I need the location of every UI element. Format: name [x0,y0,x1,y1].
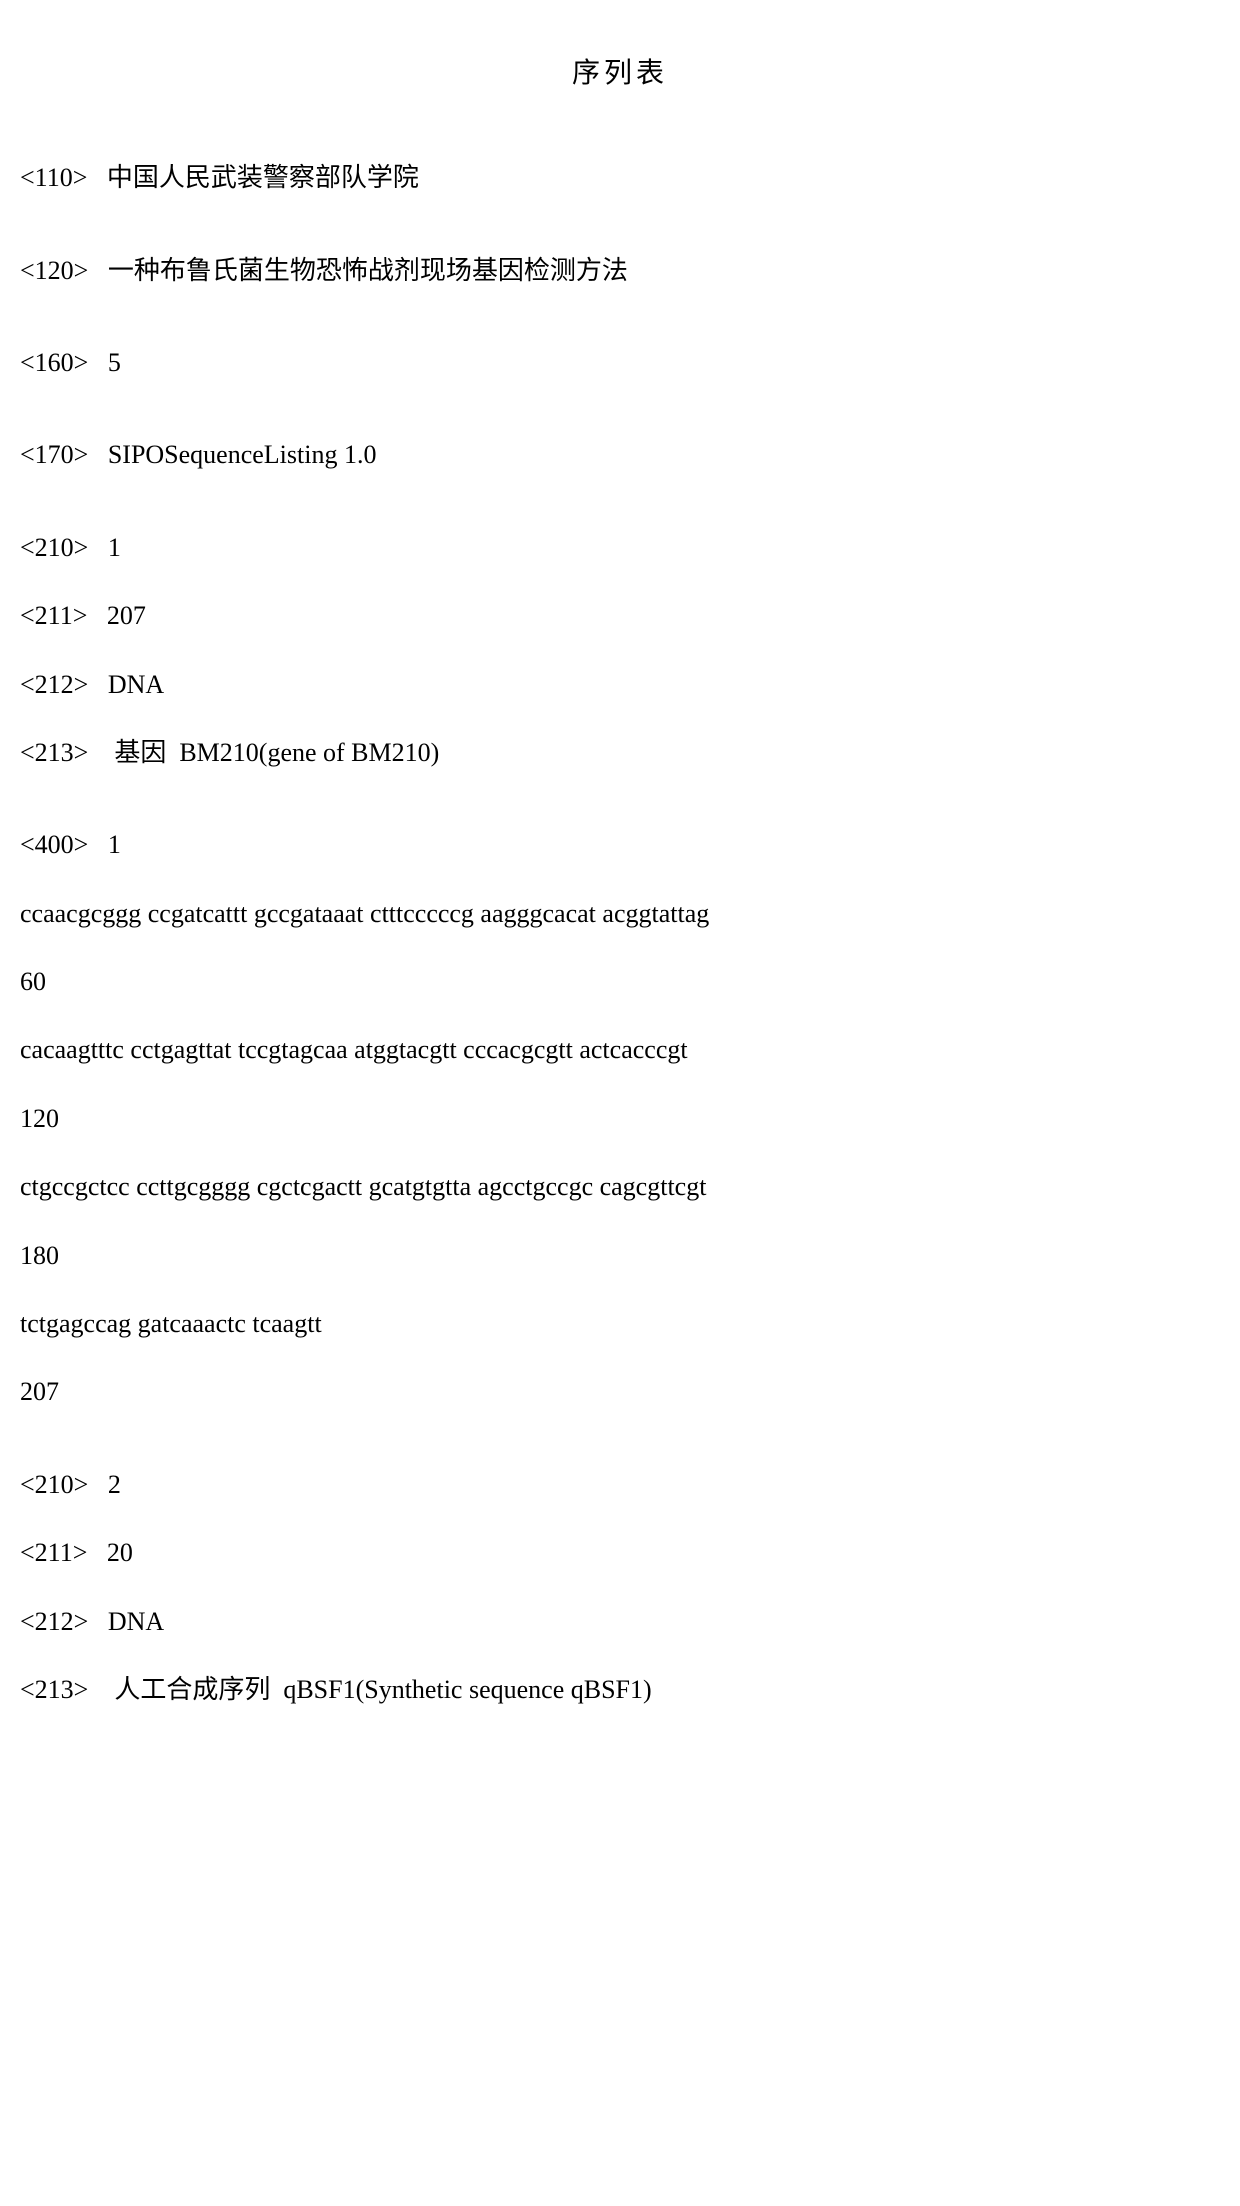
field-120-title: <120> 一种布鲁氏菌生物恐怖战剂现场基因检测方法 [20,240,1220,302]
page-title: 序列表 [20,40,1220,107]
seq1-line-1: ccaacgcggg ccgatcattt gccgataaat ctttccc… [20,883,1220,945]
seq1-pos-4: 207 [20,1361,1220,1423]
seq2-field-212: <212> DNA [20,1591,1220,1653]
field-170-software: <170> SIPOSequenceListing 1.0 [20,424,1220,486]
field-160-count: <160> 5 [20,332,1220,394]
seq1-field-212: <212> DNA [20,654,1220,716]
seq1-line-4: tctgagccag gatcaaactc tcaagtt [20,1293,1220,1355]
seq2-field-211: <211> 20 [20,1522,1220,1584]
seq1-field-400: <400> 1 [20,814,1220,876]
seq1-line-2: cacaagtttc cctgagttat tccgtagcaa atggtac… [20,1019,1220,1081]
seq1-pos-3: 180 [20,1225,1220,1287]
seq2-field-210: <210> 2 [20,1454,1220,1516]
seq1-field-210: <210> 1 [20,517,1220,579]
seq1-line-3: ctgccgctcc ccttgcgggg cgctcgactt gcatgtg… [20,1156,1220,1218]
seq2-field-213: <213> 人工合成序列 qBSF1(Synthetic sequence qB… [20,1659,1220,1721]
seq1-field-213: <213> 基因 BM210(gene of BM210) [20,722,1220,784]
seq1-pos-1: 60 [20,951,1220,1013]
field-110-applicant: <110> 中国人民武装警察部队学院 [20,147,1220,209]
seq1-pos-2: 120 [20,1088,1220,1150]
seq1-field-211: <211> 207 [20,585,1220,647]
